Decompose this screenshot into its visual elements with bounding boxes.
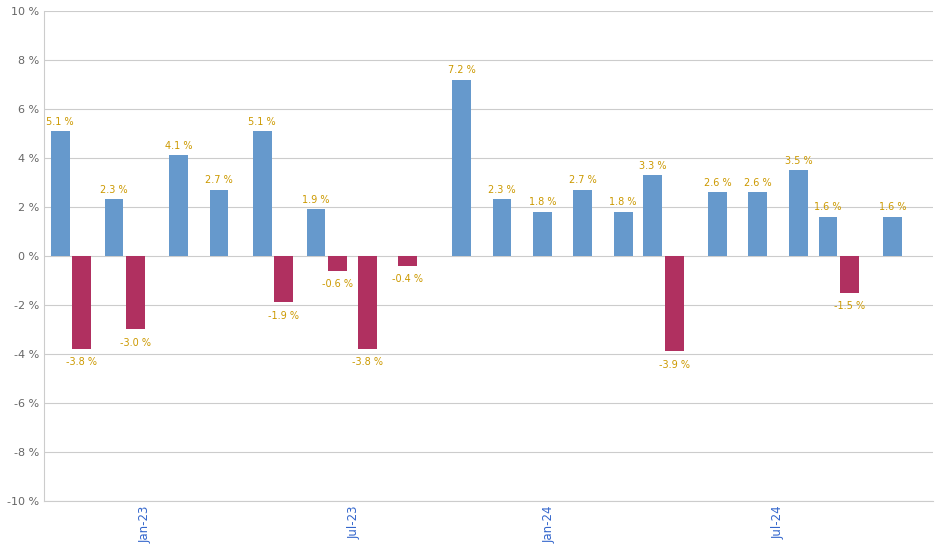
Text: 5.1 %: 5.1 % xyxy=(248,117,276,126)
Bar xyxy=(328,256,347,271)
Text: 1.8 %: 1.8 % xyxy=(609,197,637,207)
Bar xyxy=(614,212,633,256)
Text: 4.1 %: 4.1 % xyxy=(164,141,193,151)
Bar xyxy=(665,256,683,351)
Text: 1.9 %: 1.9 % xyxy=(303,195,330,205)
Text: -3.0 %: -3.0 % xyxy=(120,338,151,348)
Text: 1.6 %: 1.6 % xyxy=(814,202,841,212)
Text: -1.5 %: -1.5 % xyxy=(834,301,865,311)
Text: 2.7 %: 2.7 % xyxy=(569,175,597,185)
Bar xyxy=(533,212,552,256)
Bar xyxy=(493,200,511,256)
Text: -0.6 %: -0.6 % xyxy=(322,279,353,289)
Text: -0.4 %: -0.4 % xyxy=(392,274,423,284)
Bar xyxy=(210,190,228,256)
Bar xyxy=(72,256,91,349)
Bar xyxy=(573,190,592,256)
Text: 1.8 %: 1.8 % xyxy=(528,197,556,207)
Bar xyxy=(399,256,417,266)
Bar xyxy=(748,192,767,256)
Bar xyxy=(840,256,859,293)
Text: -3.9 %: -3.9 % xyxy=(659,360,690,370)
Bar xyxy=(789,170,807,256)
Bar xyxy=(104,200,123,256)
Text: 2.3 %: 2.3 % xyxy=(488,185,516,195)
Bar xyxy=(819,217,838,256)
Text: 2.3 %: 2.3 % xyxy=(101,185,128,195)
Text: 3.5 %: 3.5 % xyxy=(785,156,812,166)
Text: 2.6 %: 2.6 % xyxy=(704,178,731,188)
Text: 3.3 %: 3.3 % xyxy=(639,161,666,170)
Bar xyxy=(452,80,471,256)
Text: -3.8 %: -3.8 % xyxy=(352,358,383,367)
Text: 7.2 %: 7.2 % xyxy=(447,65,476,75)
Bar xyxy=(708,192,727,256)
Bar xyxy=(884,217,902,256)
Text: -3.8 %: -3.8 % xyxy=(66,358,97,367)
Bar xyxy=(306,210,325,256)
Text: -1.9 %: -1.9 % xyxy=(268,311,299,321)
Bar xyxy=(51,131,70,256)
Bar xyxy=(126,256,145,329)
Bar xyxy=(358,256,377,349)
Bar xyxy=(274,256,293,302)
Text: 2.6 %: 2.6 % xyxy=(744,178,772,188)
Bar xyxy=(253,131,272,256)
Text: 2.7 %: 2.7 % xyxy=(205,175,233,185)
Bar xyxy=(643,175,663,256)
Text: 1.6 %: 1.6 % xyxy=(879,202,906,212)
Bar xyxy=(169,156,188,256)
Text: 5.1 %: 5.1 % xyxy=(46,117,74,126)
